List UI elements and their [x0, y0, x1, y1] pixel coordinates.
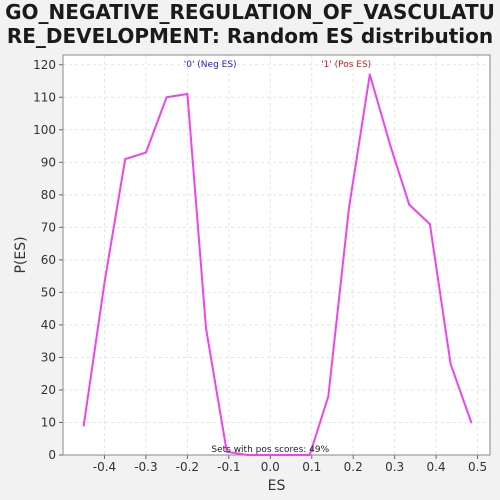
data-point [449, 363, 452, 365]
neg-es-label: '0' (Neg ES) [184, 60, 237, 70]
data-point [368, 73, 371, 76]
y-tick-label: 50 [41, 285, 56, 299]
y-tick-label: 80 [41, 188, 56, 202]
series-line [82, 73, 473, 456]
data-point [145, 151, 147, 154]
x-tick-label: -0.4 [93, 460, 116, 474]
y-axis-title: P(ES) [13, 236, 29, 273]
data-point [348, 206, 350, 209]
chart-title: GO_NEGATIVE_REGULATION_OF_VASCULATU RE_D… [0, 0, 500, 48]
plot-area [63, 55, 490, 455]
x-tick-label: -0.3 [134, 460, 157, 474]
data-point [428, 223, 431, 226]
x-tick-label: -0.1 [217, 460, 240, 474]
data-point [246, 454, 249, 456]
data-point [225, 450, 228, 453]
x-tick-label: 0.0 [261, 460, 280, 474]
data-point [205, 327, 207, 330]
pos-scores-label: Sets with pos scores: 49% [211, 445, 329, 455]
data-point [327, 395, 330, 398]
x-tick-label: -0.2 [176, 460, 199, 474]
y-tick-label: 60 [41, 253, 56, 267]
data-point [124, 158, 127, 160]
y-tick-label: 90 [41, 155, 56, 169]
pos-es-label: '1' (Pos ES) [321, 60, 371, 70]
data-point [470, 421, 473, 424]
data-point [267, 454, 270, 456]
data-point [308, 454, 311, 456]
x-tick-label: 0.4 [427, 460, 446, 474]
chart-title-line-2: RE_DEVELOPMENT: Random ES distribution [6, 24, 494, 48]
y-tick-label: 0 [48, 448, 56, 462]
x-tick-label: 0.2 [344, 460, 363, 474]
y-tick-label: 30 [41, 350, 56, 364]
y-tick-label: 40 [41, 318, 56, 332]
y-tick-label: 10 [41, 415, 56, 429]
data-point [288, 454, 290, 456]
axes: -0.4 -0.3 -0.2 -0.1 0.0 0.1 0.2 0.3 0.4 0.5 0 10 20 3… [33, 54, 491, 474]
y-tick-label: 110 [33, 90, 56, 104]
y-tick-label: 100 [33, 123, 56, 137]
annotations: '0' (Neg ES) '1' (Pos ES) Sets with pos sc… [184, 60, 371, 455]
data-point [389, 145, 392, 147]
x-axis-title: ES [268, 478, 286, 494]
data-point [82, 424, 85, 427]
y-tick-label: 120 [33, 58, 56, 72]
data-point [103, 281, 106, 284]
series-layer [82, 73, 473, 456]
x-tick-label: 0.3 [385, 460, 404, 474]
x-tick-label: 0.5 [468, 460, 487, 474]
x-tick-label: 0.1 [302, 460, 321, 474]
data-point [165, 96, 168, 99]
y-tick-label: 70 [41, 220, 56, 234]
y-tick-label: 20 [41, 383, 56, 397]
data-point [186, 93, 189, 95]
data-point [408, 203, 411, 206]
chart-title-line-1: GO_NEGATIVE_REGULATION_OF_VASCULATU [5, 0, 495, 24]
